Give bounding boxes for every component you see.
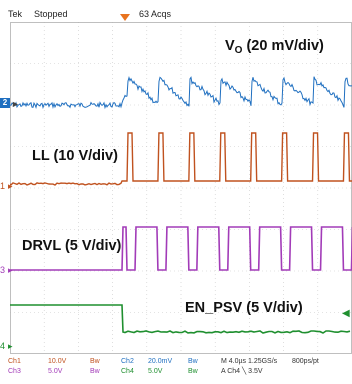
- en-psv-label: EN_PSV (5 V/div): [185, 300, 303, 316]
- footer-ch3-bw: Bw: [90, 368, 100, 375]
- ch2-ground-marker[interactable]: 2: [0, 98, 10, 108]
- acquisition-status: Stopped: [34, 9, 68, 19]
- footer-ch2[interactable]: Ch2: [121, 358, 134, 365]
- footer-resolution: 800ps/pt: [292, 358, 319, 365]
- footer-ch4-scale: 5.0V: [148, 368, 163, 375]
- ch3-drvl-trace: [10, 226, 352, 271]
- ch2-vo-trace: [10, 76, 352, 110]
- ch1-ground-arrow-icon: ▸: [8, 181, 13, 191]
- footer-ch2-bw: Bw: [188, 358, 198, 365]
- footer-ch4[interactable]: Ch4: [121, 368, 134, 375]
- graticule-grid: [10, 22, 352, 354]
- footer-ch3[interactable]: Ch3: [8, 368, 21, 375]
- footer-ch2-scale: 20.0mV: [148, 358, 173, 365]
- footer-ch1-scale: 10.0V: [48, 358, 67, 365]
- ch1-ll-trace: [10, 132, 352, 186]
- waveform-display: VO (20 mV/div) LL (10 V/div) DRVL (5 V/d…: [10, 22, 352, 354]
- waveform-canvas: [10, 22, 352, 354]
- ch4-trigger-level-icon[interactable]: ◀: [342, 308, 350, 319]
- footer-ch4-bw: Bw: [188, 368, 198, 375]
- drvl-label: DRVL (5 V/div): [22, 238, 122, 254]
- trigger-position-icon[interactable]: [120, 14, 130, 21]
- acquisition-count: 63 Acqs: [139, 9, 172, 19]
- footer-trigger-setting[interactable]: A Ch4 ╲ 3.5V: [221, 368, 263, 375]
- ch4-en-psv-trace: [10, 304, 351, 334]
- ll-label: LL (10 V/div): [32, 148, 118, 164]
- footer-timebase[interactable]: M 4.0µs 1.25GS/s: [221, 358, 278, 365]
- footer-ch1[interactable]: Ch1: [8, 358, 21, 365]
- footer-ch3-scale: 5.0V: [48, 368, 63, 375]
- ch3-ground-arrow-icon: ▸: [8, 265, 13, 275]
- ch1-ground-marker[interactable]: 1: [0, 181, 6, 191]
- ch4-ground-marker[interactable]: 4: [0, 341, 6, 351]
- scope-settings-footer: Ch1 10.0V Bw Ch2 20.0mV Bw M 4.0µs 1.25G…: [0, 354, 352, 384]
- brand-label: Tek: [8, 9, 23, 19]
- ch4-ground-arrow-icon: ▸: [8, 341, 13, 351]
- vo-label: VO (20 mV/div): [225, 38, 324, 56]
- ch3-ground-marker[interactable]: 3: [0, 265, 6, 275]
- ch2-ground-arrow-icon: ►: [11, 99, 20, 109]
- status-header: Tek Stopped 63 Acqs: [0, 0, 352, 22]
- footer-ch1-bw: Bw: [90, 358, 100, 365]
